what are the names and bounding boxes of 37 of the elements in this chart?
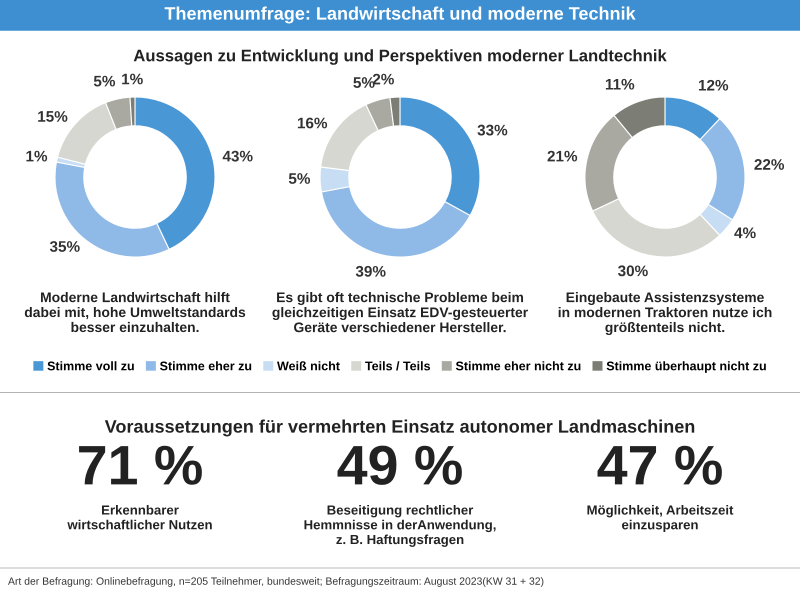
text: Moderne Landwirtschaft hilft dabei mit, hohe Umweltstandards besser einzuhalten. (24, 292, 246, 332)
chart-subtitle: Aussagen zu Entwicklung und Perspektiven moderner Landtechnik (134, 49, 667, 65)
data-label: 1% (122, 74, 143, 84)
category-label: Möglichkeit, Arbeitszeit einzusparen (587, 505, 734, 532)
data-label: 5% (288, 173, 310, 184)
legend-label: Stimme überhaupt nicht zu (606, 361, 766, 373)
data-label: 4% (734, 227, 756, 238)
data-label: 15% (38, 111, 68, 122)
data-label: 1% (26, 150, 48, 162)
category-label: Erkennbarer wirtschaftlicher Nutzen (67, 505, 212, 530)
data-label: 11% (606, 78, 634, 90)
chart-title: Themenumfrage: Landwirtschaft und moderne Technik (164, 6, 636, 24)
data-label: 12% (698, 80, 728, 91)
text: Es gibt oft technische Probleme beim gleichzeitigen Einsatz EDV-gesteuerter Geräte verschiedener Hersteller. (272, 292, 528, 332)
category-label: Beseitigung rechtlicher Hemmnisse in derAnwendung, z. B. Haftungsfragen (304, 505, 496, 547)
text: Art der Befragung: Onlinebefragung, n=205 Teilnehmer, bundesweit; Befragungszeitraum: August 2023(KW 31 + 32) (8, 577, 544, 587)
data-label: 16% (298, 118, 328, 128)
legend-label: Stimme eher zu (160, 361, 252, 370)
data-label: 39% (356, 266, 386, 277)
data-label: 5% (353, 77, 375, 88)
legend-label: Stimme voll zu (47, 361, 134, 370)
text: Eingebaute Assistenzsysteme in modernen Traktoren nutze ich größtenteils nicht. (558, 292, 772, 335)
data-label: 35% (50, 241, 80, 252)
data-label: 30% (618, 265, 648, 276)
data-label: 22% (754, 159, 784, 170)
text: Voraussetzungen für vermehrten Einsatz autonomer Landmaschinen (104, 420, 694, 436)
text: 49 % (338, 446, 462, 485)
data-label: 5% (94, 76, 116, 87)
legend-label: Weiß nicht (277, 361, 340, 370)
legend-label: Teils / Teils (365, 361, 430, 371)
data-label: 43% (222, 150, 253, 162)
data-label: 33% (477, 124, 508, 136)
legend-label: Stimme eher nicht zu (456, 361, 580, 370)
text: 71 % (79, 446, 202, 485)
data-label: 21% (548, 150, 578, 162)
text: 47 % (598, 446, 722, 485)
data-label: 2% (372, 74, 394, 85)
